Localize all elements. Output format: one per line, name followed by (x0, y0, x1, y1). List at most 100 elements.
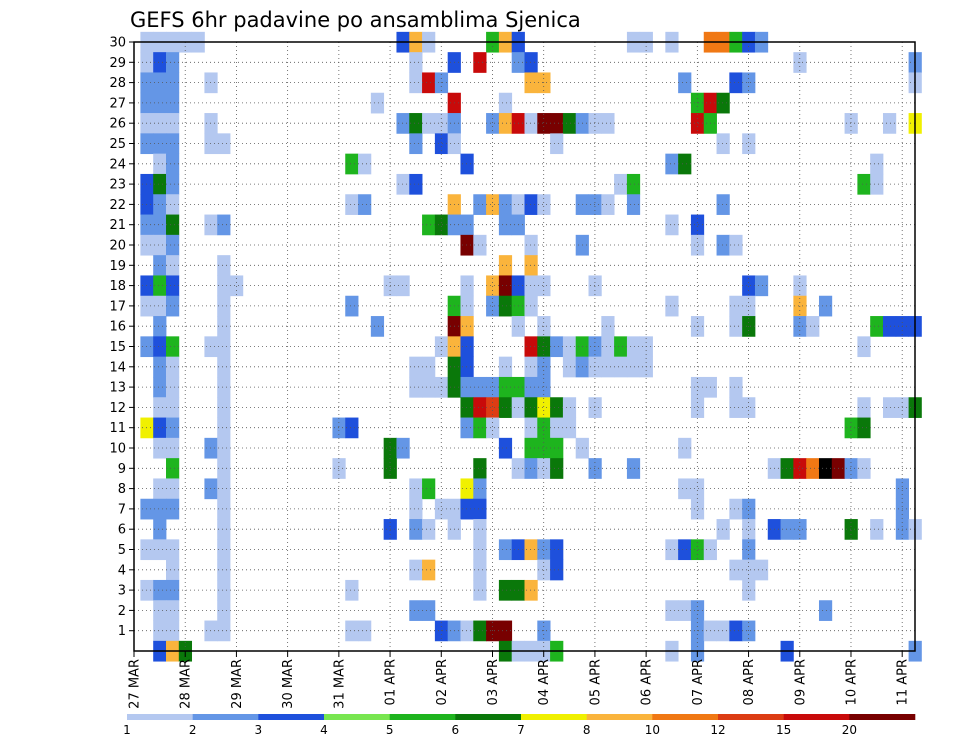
heatmap-cell (153, 234, 167, 256)
heatmap-cell (473, 559, 487, 581)
heatmap-cell (716, 519, 730, 540)
heatmap-cell (690, 234, 705, 256)
heatmap-cell (217, 539, 231, 561)
heatmap-cell (153, 214, 167, 236)
y-tick-label: 15 (109, 340, 126, 355)
heatmap-cell (729, 234, 743, 256)
heatmap-cell (614, 173, 628, 195)
heatmap-cell (524, 194, 538, 215)
heatmap-cell (217, 295, 231, 317)
heatmap-cell (498, 356, 513, 378)
heatmap-cell (422, 559, 436, 581)
heatmap-cell (498, 620, 513, 642)
heatmap-cell (716, 133, 730, 155)
heatmap-cell (166, 376, 180, 398)
heatmap-cell (166, 458, 180, 479)
legend-swatch (521, 714, 587, 720)
heatmap-cell (473, 234, 487, 256)
heatmap-cell (153, 620, 167, 642)
x-tick-label: 02 APR (435, 659, 450, 705)
heatmap-cell (716, 92, 730, 114)
heatmap-cell (562, 397, 577, 418)
legend-swatch (718, 714, 784, 720)
heatmap-cell (537, 417, 551, 439)
heatmap-cell (473, 458, 487, 479)
heatmap-cell (562, 417, 577, 439)
heatmap-cell (153, 133, 167, 155)
heatmap-cell (486, 275, 500, 297)
heatmap-cell (460, 417, 474, 439)
heatmap-cell (818, 295, 833, 317)
heatmap-cell (204, 72, 218, 94)
heatmap-cell (742, 539, 756, 561)
legend-label: 1 (123, 723, 131, 737)
heatmap-cell (524, 356, 538, 378)
legend-label: 20 (842, 723, 857, 737)
heatmap-cell (230, 275, 244, 297)
heatmap-cell (498, 539, 513, 561)
heatmap-cell (345, 153, 359, 175)
heatmap-cell (498, 214, 513, 236)
heatmap-cell (166, 620, 180, 642)
heatmap-cell (498, 92, 513, 114)
heatmap-cell (498, 113, 513, 134)
x-tick-label: 08 APR (742, 659, 757, 705)
heatmap-cell (742, 275, 756, 297)
heatmap-cell (396, 113, 410, 134)
heatmap-cell (562, 336, 577, 358)
heatmap-cell (793, 458, 807, 479)
legend-label: 10 (645, 723, 660, 737)
heatmap-cell (498, 275, 513, 297)
heatmap-cell (806, 316, 820, 337)
legend-label: 15 (776, 723, 791, 737)
heatmap-cell (409, 498, 423, 520)
x-tick-label: 01 APR (384, 659, 399, 705)
heatmap-cell (358, 620, 372, 642)
x-tick-label: 03 APR (486, 659, 501, 705)
y-tick-label: 10 (109, 442, 126, 457)
heatmap-cell (537, 194, 551, 215)
heatmap-cell (460, 498, 474, 520)
heatmap-cell (729, 72, 743, 94)
heatmap-cell (166, 113, 180, 134)
heatmap-cell (818, 600, 833, 621)
heatmap-cell (601, 113, 615, 134)
legend-swatch (783, 714, 850, 720)
heatmap-cell (166, 92, 180, 114)
heatmap-cell (434, 498, 449, 520)
heatmap-cell (153, 194, 167, 215)
heatmap-cell (409, 376, 423, 398)
heatmap-cell (537, 113, 551, 134)
heatmap-cell (217, 214, 231, 236)
heatmap-cell (460, 620, 474, 642)
heatmap-cell (460, 397, 474, 418)
heatmap-cell (166, 397, 180, 418)
heatmap-cell (409, 173, 423, 195)
y-tick-label: 26 (109, 117, 126, 132)
heatmap-cell (217, 275, 231, 297)
heatmap-cell (153, 397, 167, 418)
heatmap-cell (665, 295, 679, 317)
heatmap-cell (422, 113, 436, 134)
heatmap-cell (422, 376, 436, 398)
heatmap-cell (690, 539, 705, 561)
heatmap-cell (537, 539, 551, 561)
heatmap-cell (844, 417, 858, 439)
heatmap-cell (524, 113, 538, 134)
heatmap-cell (166, 295, 180, 317)
heatmap-cell (524, 417, 538, 439)
heatmap-cell (153, 356, 167, 378)
y-tick-label: 14 (109, 360, 126, 375)
heatmap-cell (166, 498, 180, 520)
heatmap-cell (716, 234, 730, 256)
heatmap-cell (626, 458, 641, 479)
heatmap-cell (690, 478, 705, 500)
heatmap-cell (217, 255, 231, 276)
heatmap-cell (690, 214, 705, 236)
heatmap-cell (665, 600, 679, 621)
y-axis-ticks: 1234567891011121314151617181920212223242… (109, 36, 134, 639)
heatmap-cell (729, 559, 743, 581)
heatmap-cell (166, 153, 180, 175)
heatmap-cell (882, 397, 897, 418)
heatmap-cell (780, 458, 794, 479)
